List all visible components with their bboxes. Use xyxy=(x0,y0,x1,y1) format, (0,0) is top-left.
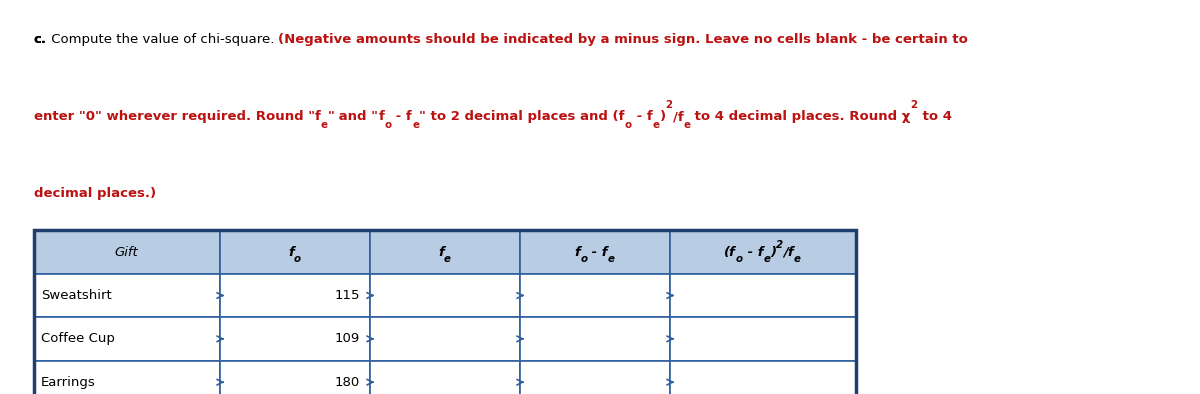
FancyBboxPatch shape xyxy=(220,361,370,394)
Text: decimal places.): decimal places.) xyxy=(34,187,156,200)
FancyBboxPatch shape xyxy=(520,230,670,274)
FancyBboxPatch shape xyxy=(670,230,856,274)
FancyBboxPatch shape xyxy=(370,230,520,274)
Text: 2: 2 xyxy=(666,100,673,110)
Text: - f: - f xyxy=(631,110,653,123)
Text: 2: 2 xyxy=(911,100,918,110)
Text: e: e xyxy=(683,120,690,130)
Text: Coffee Cup: Coffee Cup xyxy=(41,333,115,345)
Text: e: e xyxy=(763,254,770,264)
Text: ": " xyxy=(419,110,426,123)
Text: o: o xyxy=(581,254,587,264)
Text: Gift: Gift xyxy=(115,246,138,258)
Text: c.: c. xyxy=(34,33,47,46)
Text: /f: /f xyxy=(784,246,794,258)
Text: f: f xyxy=(438,246,444,258)
FancyBboxPatch shape xyxy=(370,317,520,361)
Text: f: f xyxy=(378,110,384,123)
FancyBboxPatch shape xyxy=(520,274,670,317)
Text: and ": and " xyxy=(335,110,378,123)
Text: 115: 115 xyxy=(335,289,360,302)
Text: c.: c. xyxy=(34,33,47,46)
Text: enter "0" wherever required. Round ": enter "0" wherever required. Round " xyxy=(34,110,314,123)
Text: 180: 180 xyxy=(335,376,360,388)
Text: e: e xyxy=(653,120,660,130)
Text: e: e xyxy=(413,120,419,130)
FancyBboxPatch shape xyxy=(34,317,220,361)
Text: f: f xyxy=(314,110,320,123)
FancyBboxPatch shape xyxy=(370,274,520,317)
FancyBboxPatch shape xyxy=(670,317,856,361)
Text: o: o xyxy=(384,120,391,130)
Text: 109: 109 xyxy=(335,333,360,345)
Text: o: o xyxy=(294,254,301,264)
FancyBboxPatch shape xyxy=(370,361,520,394)
FancyBboxPatch shape xyxy=(520,361,670,394)
Text: f: f xyxy=(575,246,581,258)
Text: f: f xyxy=(288,246,294,258)
Text: e: e xyxy=(444,254,451,264)
Text: Compute the value of chi-square.: Compute the value of chi-square. xyxy=(47,33,278,46)
Text: - f: - f xyxy=(743,246,763,258)
Text: e: e xyxy=(794,254,802,264)
Text: to 2 decimal places and (f: to 2 decimal places and (f xyxy=(426,110,625,123)
FancyBboxPatch shape xyxy=(670,274,856,317)
Text: to 4 decimal places. Round χ: to 4 decimal places. Round χ xyxy=(690,110,911,123)
FancyBboxPatch shape xyxy=(520,317,670,361)
Text: Earrings: Earrings xyxy=(41,376,96,388)
Text: (f: (f xyxy=(724,246,736,258)
Text: - f: - f xyxy=(391,110,413,123)
Text: ": " xyxy=(328,110,335,123)
FancyBboxPatch shape xyxy=(34,361,220,394)
Text: to 4: to 4 xyxy=(918,110,952,123)
Text: e: e xyxy=(320,120,328,130)
Text: 2: 2 xyxy=(776,240,784,250)
Text: /f: /f xyxy=(673,110,683,123)
Text: ): ) xyxy=(660,110,666,123)
FancyBboxPatch shape xyxy=(34,230,220,274)
Text: ): ) xyxy=(770,246,776,258)
Text: - f: - f xyxy=(587,246,607,258)
FancyBboxPatch shape xyxy=(34,274,220,317)
Text: o: o xyxy=(736,254,743,264)
FancyBboxPatch shape xyxy=(220,274,370,317)
Text: o: o xyxy=(625,120,631,130)
FancyBboxPatch shape xyxy=(670,361,856,394)
Text: e: e xyxy=(607,254,614,264)
Text: Sweatshirt: Sweatshirt xyxy=(41,289,112,302)
Text: (Negative amounts should be indicated by a minus sign. Leave no cells blank - be: (Negative amounts should be indicated by… xyxy=(278,33,968,46)
FancyBboxPatch shape xyxy=(220,230,370,274)
FancyBboxPatch shape xyxy=(220,317,370,361)
